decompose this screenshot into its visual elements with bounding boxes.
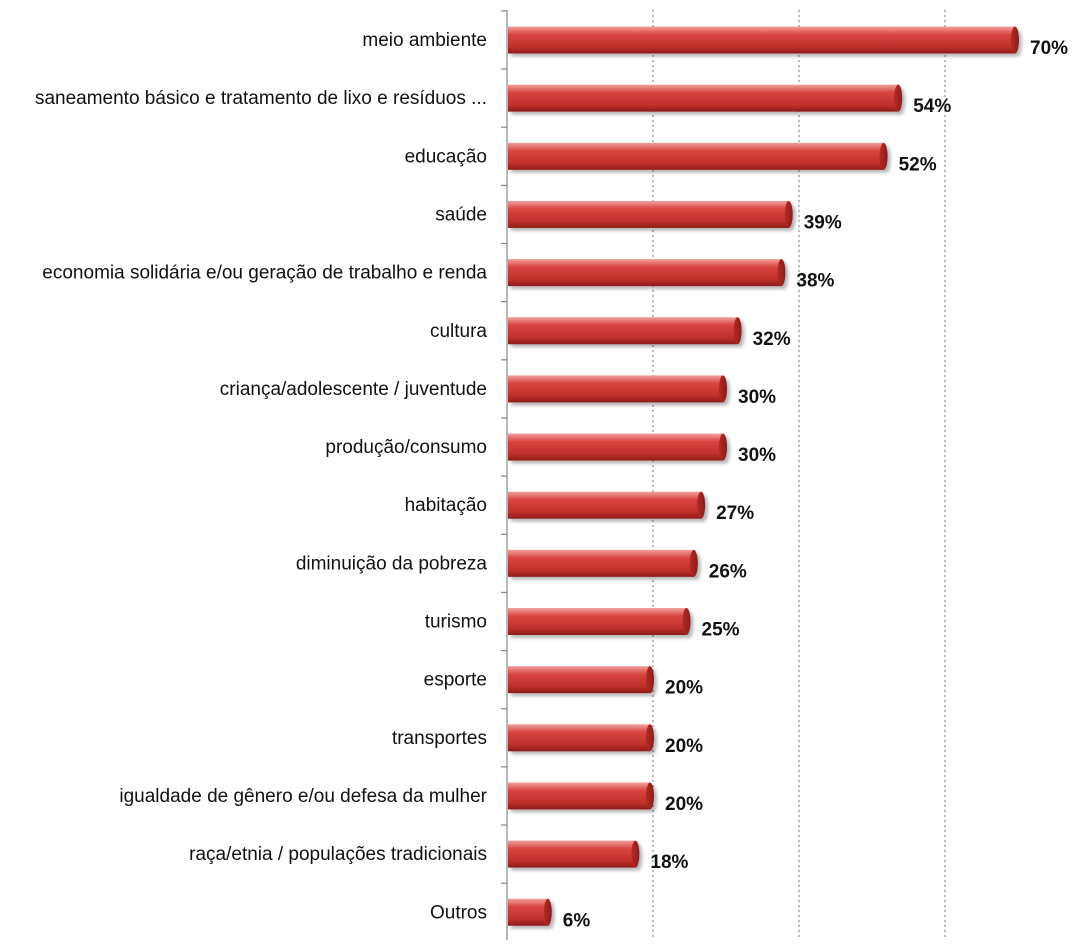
bar-0 [508,27,1019,54]
bar-1 [508,85,902,112]
bar-end-cap [544,899,552,926]
value-label: 25% [702,620,740,641]
bar-body [508,899,548,926]
axis-layer [501,10,507,940]
value-label: 26% [709,561,747,582]
bar-body [508,666,650,693]
category-label: meio ambiente [362,30,487,51]
bar-8 [508,492,705,519]
category-label: Outros [430,902,487,923]
bar-body [508,201,789,228]
bar-4 [508,259,785,286]
value-label: 20% [665,678,703,699]
bar-14 [508,841,639,868]
value-label: 27% [716,503,754,524]
value-label: 54% [913,96,951,117]
category-label: criança/adolescente / juventude [220,379,487,400]
bar-body [508,434,723,461]
category-label: esporte [424,670,487,691]
bar-end-cap [1011,27,1019,54]
bar-body [508,724,650,751]
bar-end-cap [631,841,639,868]
bar-body [508,375,723,402]
category-label: economia solidária e/ou geração de traba… [42,263,487,284]
category-label: diminuição da pobreza [296,553,488,574]
value-label: 18% [650,852,688,873]
bar-body [508,608,687,635]
bar-7 [508,434,727,461]
bar-15 [508,899,552,926]
bar-end-cap [719,434,727,461]
bar-end-cap [734,317,742,344]
category-label: habitação [405,495,487,516]
value-label: 38% [796,271,834,292]
bar-body [508,259,781,286]
bar-body [508,782,650,809]
category-label: turismo [425,612,487,633]
bar-11 [508,666,654,693]
bar-body [508,143,884,170]
category-label: saúde [435,204,487,225]
category-label: raça/etnia / populações tradicionais [189,844,487,865]
value-label: 32% [753,329,791,350]
bar-end-cap [785,201,793,228]
bar-13 [508,782,654,809]
category-label: educação [405,146,487,167]
bar-9 [508,550,698,577]
bar-end-cap [683,608,691,635]
value-label: 39% [804,212,842,233]
bar-body [508,492,701,519]
bar-10 [508,608,691,635]
category-label: cultura [430,321,487,342]
bar-end-cap [690,550,698,577]
bar-body [508,550,694,577]
bar-body [508,85,898,112]
bar-end-cap [646,782,654,809]
value-label: 6% [563,910,591,931]
bar-end-cap [894,85,902,112]
bars-layer [508,27,1019,926]
category-label: transportes [392,728,487,749]
value-label: 20% [665,794,703,815]
bar-12 [508,724,654,751]
value-label: 30% [738,387,776,408]
bar-body [508,27,1015,54]
value-label: 30% [738,445,776,466]
value-label: 70% [1030,38,1068,59]
value-label: 20% [665,736,703,757]
bar-5 [508,317,742,344]
bar-end-cap [697,492,705,519]
bar-end-cap [777,259,785,286]
category-label: igualdade de gênero e/ou defesa da mulhe… [119,786,487,807]
bar-end-cap [880,143,888,170]
bar-3 [508,201,793,228]
bar-end-cap [646,666,654,693]
bar-body [508,841,635,868]
category-label: produção/consumo [325,437,487,458]
bar-end-cap [719,375,727,402]
bar-body [508,317,738,344]
bar-6 [508,375,727,402]
value-label: 52% [899,154,937,175]
bar-2 [508,143,888,170]
bar-end-cap [646,724,654,751]
category-label: saneamento básico e tratamento de lixo e… [35,88,487,109]
